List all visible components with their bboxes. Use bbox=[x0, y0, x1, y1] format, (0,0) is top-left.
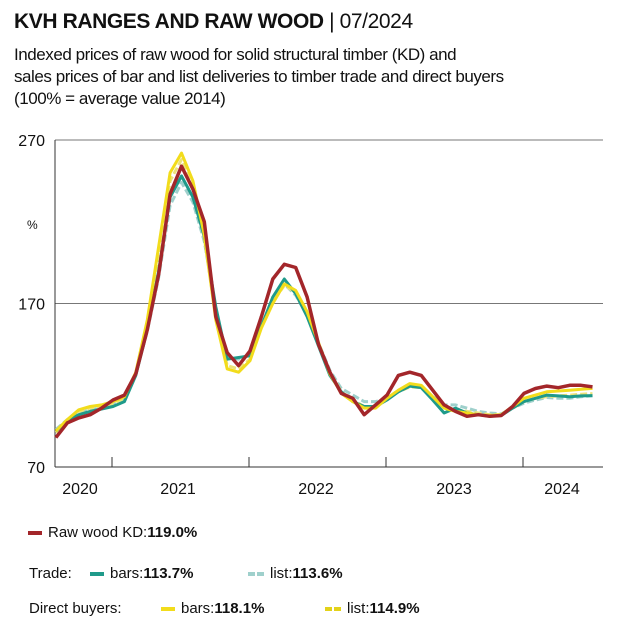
legend-direct-bars: bars: 118.1% bbox=[161, 600, 264, 617]
y-tick-label: 70 bbox=[27, 460, 45, 477]
series-line-raw-wood-kd bbox=[54, 164, 593, 439]
legend-label: list: bbox=[270, 565, 293, 582]
title-date: 07/2024 bbox=[339, 10, 414, 33]
legend-swatch bbox=[90, 571, 104, 576]
x-tick-label: 2020 bbox=[62, 481, 98, 498]
legend-value: 114.9% bbox=[369, 600, 420, 617]
legend-label: bars: bbox=[181, 600, 215, 617]
legend-swatch bbox=[161, 606, 175, 611]
y-tick-label: 170 bbox=[18, 297, 45, 314]
legend-value: 113.6% bbox=[292, 565, 343, 582]
legend-swatch bbox=[325, 606, 341, 611]
legend-trade-bars: bars: 113.7% bbox=[90, 565, 193, 582]
legend-raw-wood: Raw wood KD: 119.0% bbox=[28, 524, 197, 541]
legend-direct-list: list: 114.9% bbox=[325, 600, 420, 617]
y-tick-label: 270 bbox=[18, 133, 45, 150]
subtitle-line: sales prices of bar and list deliveries … bbox=[14, 67, 504, 86]
y-axis-label: % bbox=[27, 218, 38, 232]
chart-title: KVH RANGES AND RAW WOOD | 07/2024 bbox=[14, 10, 413, 34]
legend-trade-label: Trade: bbox=[29, 565, 72, 582]
legend-swatch bbox=[248, 571, 264, 576]
legend-group-label: Trade: bbox=[29, 565, 72, 582]
legend-group-label: Direct buyers: bbox=[29, 600, 122, 617]
x-tick-label: 2021 bbox=[160, 481, 196, 498]
x-tick-label: 2022 bbox=[298, 481, 334, 498]
legend-swatch bbox=[28, 530, 42, 535]
legend-label: Raw wood KD: bbox=[48, 524, 148, 541]
legend-label: list: bbox=[347, 600, 370, 617]
x-tick-label: 2023 bbox=[436, 481, 472, 498]
subtitle-line: (100% = average value 2014) bbox=[14, 89, 226, 108]
x-tick-label: 2024 bbox=[544, 481, 580, 498]
chart-subtitle: Indexed prices of raw wood for solid str… bbox=[14, 44, 504, 110]
series-line-direct-buyers-list bbox=[54, 158, 593, 434]
subtitle-line: Indexed prices of raw wood for solid str… bbox=[14, 45, 457, 64]
legend-trade-list: list: 113.6% bbox=[248, 565, 343, 582]
title-separator: | bbox=[323, 10, 340, 33]
legend-value: 113.7% bbox=[143, 565, 194, 582]
legend-label: bars: bbox=[110, 565, 144, 582]
legend-value: 119.0% bbox=[147, 524, 198, 541]
title-text: KVH RANGES AND RAW WOOD bbox=[14, 10, 324, 33]
legend-direct-label: Direct buyers: bbox=[29, 600, 122, 617]
series-line-direct-buyers-bars bbox=[54, 151, 593, 433]
series-line-trade-list bbox=[54, 181, 593, 431]
legend-value: 118.1% bbox=[214, 600, 265, 617]
